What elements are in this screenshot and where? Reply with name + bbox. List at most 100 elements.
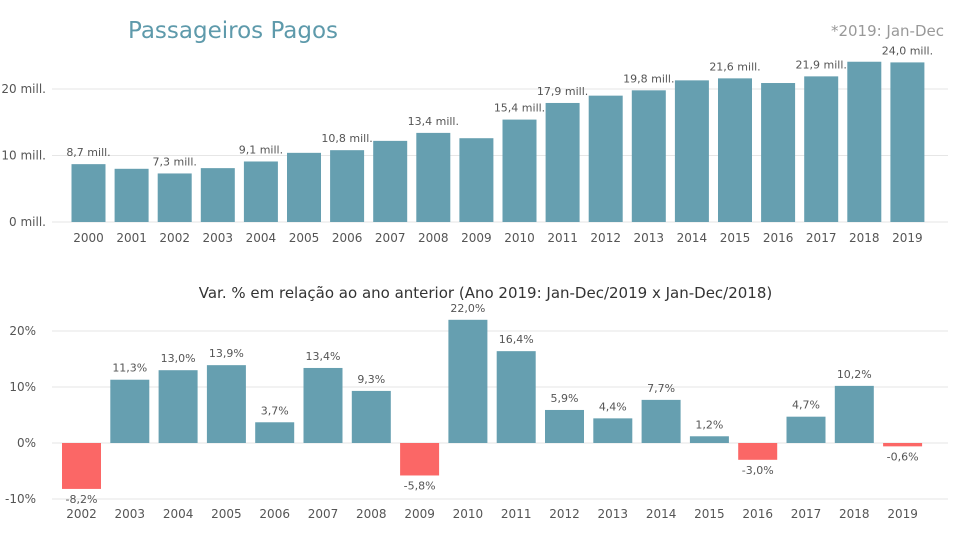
bottom-x-tick-label: 2010 [453, 507, 484, 521]
top-x-tick-label: 2015 [720, 231, 751, 245]
top-x-tick-label: 2014 [677, 231, 708, 245]
top-x-tick-label: 2008 [418, 231, 449, 245]
top-bar [330, 150, 365, 222]
bottom-data-label: 13,9% [209, 347, 244, 360]
variation-chart-title: Var. % em relação ao ano anterior (Ano 2… [198, 284, 773, 302]
bottom-bar [255, 422, 295, 443]
top-bar [200, 168, 235, 222]
bottom-x-tick-label: 2018 [839, 507, 870, 521]
top-x-tick-label: 2013 [634, 231, 665, 245]
bottom-data-label: 16,4% [499, 333, 534, 346]
top-x-tick-label: 2016 [763, 231, 794, 245]
top-x-tick-label: 2017 [806, 231, 837, 245]
top-bar [459, 138, 494, 222]
bottom-x-tick-label: 2004 [163, 507, 194, 521]
bottom-bar [883, 443, 923, 447]
bottom-bar [786, 416, 826, 443]
top-bar [890, 62, 925, 223]
top-y-tick-label: 10 mill. [1, 149, 46, 163]
top-x-tick-label: 2019 [892, 231, 923, 245]
bottom-bar [689, 436, 729, 443]
top-x-tick-label: 2002 [159, 231, 190, 245]
top-bar [243, 161, 278, 222]
bottom-data-label: 5,9% [551, 392, 579, 405]
top-bar [416, 132, 451, 222]
top-bar [674, 80, 709, 222]
bottom-x-tick-label: 2019 [887, 507, 918, 521]
bottom-x-tick-label: 2002 [66, 507, 97, 521]
bottom-y-tick-label: -10% [5, 492, 36, 506]
bottom-bar [448, 319, 488, 443]
bottom-x-tick-label: 2011 [501, 507, 532, 521]
top-x-tick-label: 2004 [246, 231, 277, 245]
bottom-x-tick-label: 2009 [404, 507, 435, 521]
top-x-tick-label: 2007 [375, 231, 406, 245]
top-x-tick-label: 2006 [332, 231, 363, 245]
top-bar [287, 152, 321, 222]
top-data-label: 21,6 mill. [709, 60, 760, 73]
bottom-bar [206, 365, 246, 443]
bottom-data-label: 13,4% [306, 350, 341, 363]
top-data-label: 10,8 mill. [321, 132, 372, 145]
top-x-tick-label: 2018 [849, 231, 880, 245]
bottom-x-tick-label: 2005 [211, 507, 242, 521]
top-bar [502, 119, 537, 222]
bottom-x-tick-label: 2017 [791, 507, 822, 521]
bottom-data-label: 9,3% [357, 373, 385, 386]
top-bar [114, 168, 149, 222]
bottom-data-label: -5,8% [404, 479, 436, 492]
bottom-data-label: 4,4% [599, 400, 627, 413]
top-bar [373, 140, 408, 222]
top-x-tick-label: 2003 [203, 231, 234, 245]
bottom-bar [496, 351, 536, 443]
top-data-label: 9,1 mill. [239, 143, 283, 156]
bottom-bar [545, 409, 584, 443]
bottom-x-tick-label: 2012 [549, 507, 580, 521]
bottom-y-tick-label: 10% [9, 380, 36, 394]
bottom-x-tick-label: 2006 [259, 507, 290, 521]
top-data-label: 19,8 mill. [623, 72, 674, 85]
top-y-tick-label: 0 mill. [9, 215, 46, 229]
bottom-data-label: 4,7% [792, 399, 820, 412]
top-x-tick-label: 2010 [504, 231, 535, 245]
bottom-bar [158, 370, 198, 443]
bottom-x-tick-label: 2008 [356, 507, 387, 521]
top-x-tick-label: 2000 [73, 231, 104, 245]
bottom-data-label: 1,2% [695, 418, 723, 431]
top-x-tick-label: 2001 [116, 231, 147, 245]
bottom-bar [738, 443, 778, 460]
top-data-label: 17,9 mill. [537, 85, 588, 98]
bottom-bar [62, 443, 101, 489]
top-y-tick-label: 20 mill. [1, 82, 46, 96]
top-data-label: 21,9 mill. [796, 58, 847, 71]
top-x-tick-label: 2009 [461, 231, 492, 245]
top-bar [847, 61, 882, 222]
top-data-label: 24,0 mill. [882, 44, 933, 57]
bottom-x-tick-label: 2015 [694, 507, 725, 521]
bottom-data-label: 3,7% [261, 404, 289, 417]
top-x-tick-label: 2011 [547, 231, 578, 245]
bottom-data-label: -3,0% [742, 464, 774, 477]
top-bar [545, 102, 580, 222]
bottom-data-label: 11,3% [112, 362, 147, 375]
top-data-label: 8,7 mill. [66, 146, 110, 159]
bottom-x-tick-label: 2007 [308, 507, 339, 521]
bottom-bar [593, 418, 633, 443]
bottom-bar [641, 399, 681, 443]
bottom-x-tick-label: 2013 [598, 507, 629, 521]
top-bar [761, 83, 796, 222]
top-bar [157, 173, 192, 222]
top-data-label: 15,4 mill. [494, 102, 545, 115]
top-data-label: 13,4 mill. [408, 115, 459, 128]
bottom-y-tick-label: 20% [9, 324, 36, 338]
bottom-x-tick-label: 2014 [646, 507, 677, 521]
bottom-x-tick-label: 2003 [115, 507, 146, 521]
bottom-bar [110, 379, 150, 443]
top-bar [804, 76, 839, 223]
bottom-x-tick-label: 2016 [742, 507, 773, 521]
bottom-data-label: 7,7% [647, 382, 675, 395]
bottom-data-label: 13,0% [161, 352, 196, 365]
bottom-y-tick-label: 0% [17, 436, 36, 450]
top-x-tick-label: 2005 [289, 231, 320, 245]
